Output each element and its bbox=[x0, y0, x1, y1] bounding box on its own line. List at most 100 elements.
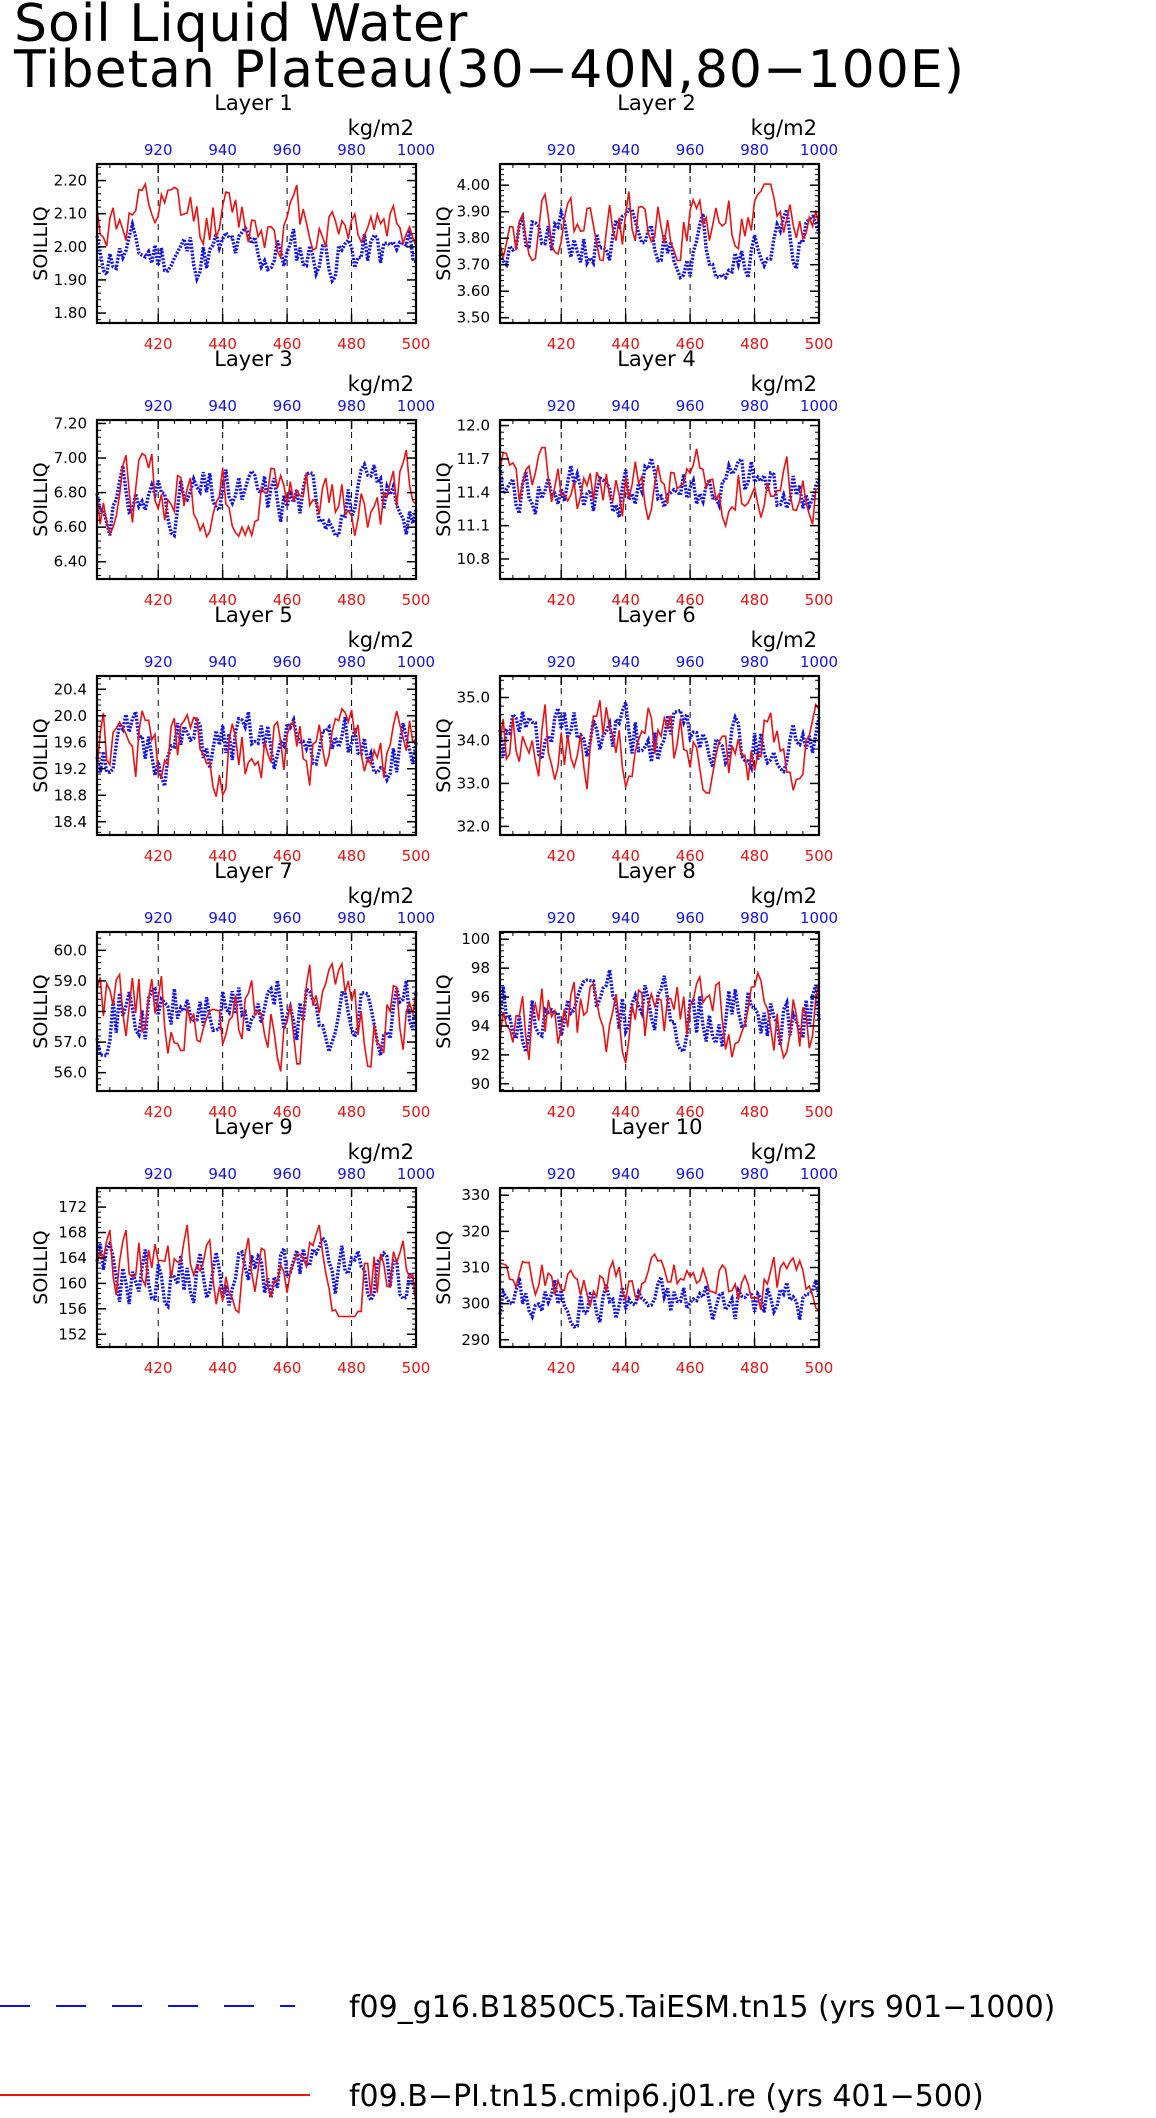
plot-frame bbox=[498, 418, 821, 581]
series-line-red bbox=[96, 181, 417, 261]
x-tick-label-top: 1000 bbox=[397, 909, 435, 927]
x-tick-label-top: 980 bbox=[337, 141, 366, 159]
x-tick-label-top: 980 bbox=[740, 653, 769, 671]
x-tick-label-top: 960 bbox=[273, 653, 302, 671]
y-tick-label: 19.6 bbox=[54, 733, 87, 751]
y-axis-label: SOILLIQ bbox=[30, 1230, 52, 1304]
series-line-red bbox=[499, 1252, 820, 1312]
x-tick-label-top: 940 bbox=[208, 1165, 237, 1183]
plot-frame bbox=[95, 418, 418, 581]
layer-title: Layer 5 bbox=[214, 603, 293, 627]
x-tick-label-top: 940 bbox=[208, 141, 237, 159]
y-tick-label: 32.0 bbox=[457, 817, 490, 835]
x-tick-label-bottom: 500 bbox=[805, 335, 834, 353]
series-line-red bbox=[96, 449, 417, 539]
series-line-red bbox=[499, 183, 820, 262]
y-tick-label: 4.00 bbox=[457, 176, 490, 194]
unit-label: kg/m2 bbox=[751, 1140, 817, 1164]
y-tick-label: 34.0 bbox=[457, 731, 490, 749]
x-tick-label-top: 1000 bbox=[800, 1165, 838, 1183]
x-tick-label-bottom: 420 bbox=[547, 335, 576, 353]
plot-frame bbox=[95, 674, 418, 837]
layer-title: Layer 7 bbox=[214, 859, 293, 883]
y-tick-label: 2.10 bbox=[54, 205, 87, 223]
y-tick-label: 168 bbox=[58, 1224, 87, 1242]
series-line-red bbox=[96, 1224, 417, 1318]
x-tick-label-bottom: 480 bbox=[740, 591, 769, 609]
y-tick-label: 92 bbox=[471, 1046, 490, 1064]
x-tick-label-bottom: 460 bbox=[273, 847, 302, 865]
x-tick-label-bottom: 440 bbox=[208, 591, 237, 609]
y-tick-label: 2.20 bbox=[54, 172, 87, 190]
chart-title-line1: Soil Liquid Water bbox=[14, 0, 469, 54]
y-tick-label: 60.0 bbox=[54, 941, 87, 959]
y-tick-label: 6.80 bbox=[54, 484, 87, 502]
y-tick-label: 300 bbox=[461, 1295, 490, 1313]
y-tick-label: 11.1 bbox=[457, 517, 490, 535]
y-tick-label: 152 bbox=[58, 1325, 87, 1343]
y-tick-label: 330 bbox=[461, 1186, 490, 1204]
unit-label: kg/m2 bbox=[348, 116, 414, 140]
x-tick-label-bottom: 440 bbox=[208, 335, 237, 353]
y-tick-label: 100 bbox=[461, 930, 490, 948]
y-tick-label: 96 bbox=[471, 988, 490, 1006]
series-line-blue bbox=[498, 202, 821, 281]
y-tick-label: 98 bbox=[471, 959, 490, 977]
x-tick-label-top: 1000 bbox=[800, 909, 838, 927]
x-tick-label-bottom: 420 bbox=[547, 1103, 576, 1121]
x-tick-label-bottom: 420 bbox=[144, 1103, 173, 1121]
y-axis-label: SOILLIQ bbox=[30, 462, 52, 536]
x-tick-label-top: 960 bbox=[273, 141, 302, 159]
x-tick-label-bottom: 460 bbox=[273, 1103, 302, 1121]
y-axis-label: SOILLIQ bbox=[433, 718, 455, 792]
x-tick-label-top: 940 bbox=[611, 1165, 640, 1183]
y-tick-label: 164 bbox=[58, 1249, 87, 1267]
y-tick-label: 20.0 bbox=[54, 707, 87, 725]
y-axis-label: SOILLIQ bbox=[433, 462, 455, 536]
x-tick-label-top: 920 bbox=[144, 909, 173, 927]
series-line-blue bbox=[498, 701, 821, 775]
x-tick-label-bottom: 460 bbox=[676, 591, 705, 609]
y-tick-label: 35.0 bbox=[457, 688, 490, 706]
x-tick-label-bottom: 420 bbox=[547, 847, 576, 865]
x-tick-label-bottom: 420 bbox=[144, 591, 173, 609]
x-tick-label-bottom: 500 bbox=[402, 1359, 431, 1377]
x-tick-label-bottom: 460 bbox=[676, 847, 705, 865]
layer-title: Layer 9 bbox=[214, 1115, 293, 1139]
series-line-blue bbox=[498, 1271, 821, 1329]
x-tick-label-top: 920 bbox=[547, 1165, 576, 1183]
x-tick-label-bottom: 480 bbox=[337, 591, 366, 609]
x-tick-label-top: 960 bbox=[676, 653, 705, 671]
x-tick-label-top: 960 bbox=[676, 141, 705, 159]
unit-label: kg/m2 bbox=[348, 1140, 414, 1164]
x-tick-label-top: 1000 bbox=[800, 397, 838, 415]
x-tick-label-bottom: 420 bbox=[547, 1359, 576, 1377]
legend-label: f09.B−PI.tn15.cmip6.j01.re (yrs 401−500) bbox=[349, 2079, 984, 2114]
x-tick-label-bottom: 500 bbox=[402, 847, 431, 865]
y-tick-label: 2.00 bbox=[54, 238, 87, 256]
series-line-blue bbox=[95, 1233, 418, 1311]
y-tick-label: 3.50 bbox=[457, 309, 490, 327]
x-tick-label-bottom: 480 bbox=[740, 847, 769, 865]
y-tick-label: 18.4 bbox=[54, 813, 87, 831]
plot-frame bbox=[498, 930, 821, 1093]
chart-title-line2: Tibetan Plateau(30−40N,80−100E) bbox=[14, 40, 965, 100]
plot-frame bbox=[95, 1186, 418, 1349]
y-tick-label: 19.2 bbox=[54, 760, 87, 778]
y-tick-label: 160 bbox=[58, 1274, 87, 1292]
y-tick-label: 1.90 bbox=[54, 271, 87, 289]
x-tick-label-top: 960 bbox=[273, 397, 302, 415]
y-tick-label: 172 bbox=[58, 1198, 87, 1216]
x-tick-label-bottom: 420 bbox=[547, 591, 576, 609]
unit-label: kg/m2 bbox=[751, 116, 817, 140]
x-tick-label-bottom: 420 bbox=[144, 847, 173, 865]
y-tick-label: 56.0 bbox=[54, 1064, 87, 1082]
x-tick-label-top: 940 bbox=[208, 653, 237, 671]
x-tick-label-bottom: 460 bbox=[676, 1359, 705, 1377]
y-axis-label: SOILLIQ bbox=[30, 718, 52, 792]
x-tick-label-top: 920 bbox=[144, 653, 173, 671]
x-tick-label-bottom: 420 bbox=[144, 1359, 173, 1377]
x-tick-label-bottom: 440 bbox=[611, 335, 640, 353]
x-tick-label-bottom: 460 bbox=[676, 335, 705, 353]
